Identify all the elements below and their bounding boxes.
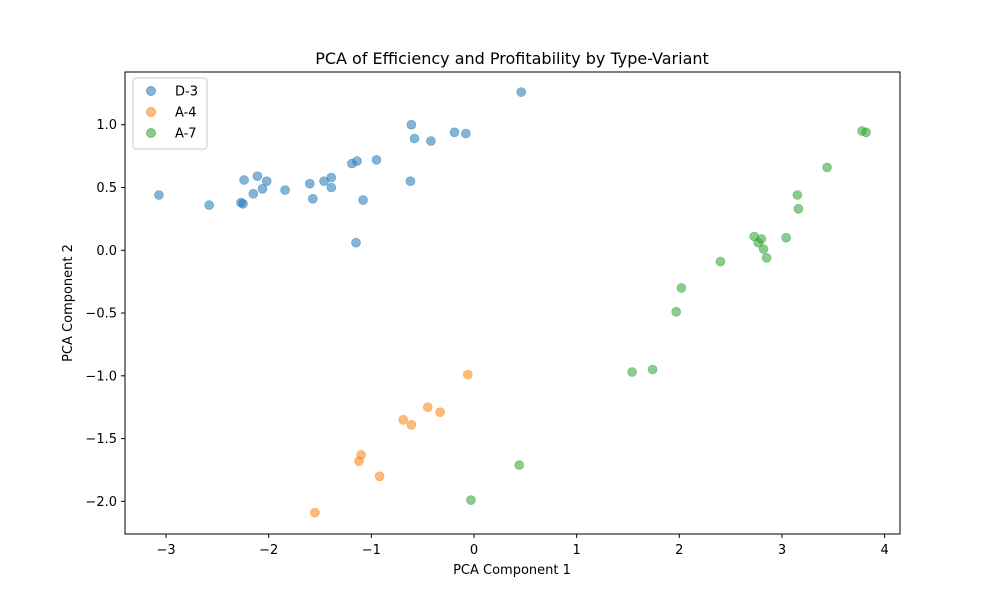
x-axis-label: PCA Component 1 xyxy=(453,563,571,578)
point-D-3-4 xyxy=(239,175,249,185)
plot-frame xyxy=(124,71,901,535)
x-tick-label: 2 xyxy=(675,543,683,558)
point-A-7-10 xyxy=(758,244,769,254)
point-D-3-13 xyxy=(326,172,337,183)
plot-points xyxy=(154,87,871,518)
legend-label-D-3: D-3 xyxy=(175,85,198,100)
point-A-4-4 xyxy=(398,414,409,425)
y-tick-label: −0.5 xyxy=(85,307,117,322)
x-axis: −3 −2 −1 0 1 2 3 4 xyxy=(156,534,889,558)
x-tick-label: 3 xyxy=(778,543,786,558)
y-tick-label: 1.0 xyxy=(96,118,117,133)
point-D-3-17 xyxy=(351,237,361,248)
series-A-4 xyxy=(310,369,473,518)
point-A-4-0 xyxy=(310,507,320,518)
point-A-4-8 xyxy=(462,369,473,380)
y-tick-label: −2.0 xyxy=(85,495,117,510)
point-D-3-26 xyxy=(516,87,527,97)
x-tick-label: 1 xyxy=(573,543,581,558)
y-tick-label: 0.5 xyxy=(96,181,117,196)
point-A-7-13 xyxy=(792,190,803,200)
point-A-4-5 xyxy=(406,419,417,430)
point-D-3-3 xyxy=(238,199,248,209)
point-A-7-11 xyxy=(761,252,772,263)
point-A-7-2 xyxy=(627,367,637,377)
point-D-3-24 xyxy=(449,127,460,138)
x-tick-label: −3 xyxy=(156,543,175,558)
point-A-7-3 xyxy=(647,364,658,375)
y-axis: −2.0 −1.5 −1.0 −0.5 0.0 0.5 1.0 xyxy=(85,118,125,510)
x-tick-label: 4 xyxy=(880,543,888,558)
point-A-4-6 xyxy=(422,402,433,413)
chart-title: PCA of Efficiency and Profitability by T… xyxy=(315,49,709,68)
y-axis-label: PCA Component 2 xyxy=(61,244,76,362)
point-A-7-0 xyxy=(466,495,476,505)
legend-marker-A-7 xyxy=(146,128,156,138)
point-A-7-15 xyxy=(822,162,832,173)
point-A-7-12 xyxy=(781,232,791,243)
y-tick-label: −1.5 xyxy=(85,432,117,447)
point-A-4-7 xyxy=(435,407,445,418)
point-D-3-1 xyxy=(204,200,214,210)
point-A-7-14 xyxy=(793,204,804,214)
point-A-7-5 xyxy=(676,283,687,293)
point-A-7-9 xyxy=(756,234,767,244)
point-A-7-6 xyxy=(715,256,726,267)
point-D-3-22 xyxy=(409,133,420,144)
point-D-3-21 xyxy=(406,119,417,130)
point-D-3-16 xyxy=(352,156,362,166)
series-D-3 xyxy=(154,87,527,248)
x-tick-label: 0 xyxy=(470,543,478,558)
point-D-3-7 xyxy=(257,184,268,194)
legend-marker-D-3 xyxy=(146,86,156,96)
point-D-3-23 xyxy=(426,136,436,146)
legend-marker-A-4 xyxy=(146,107,156,117)
point-A-4-2 xyxy=(356,450,366,460)
legend-label-A-7: A-7 xyxy=(175,127,197,142)
point-A-7-4 xyxy=(671,306,682,317)
x-tick-label: −2 xyxy=(259,543,278,558)
point-D-3-10 xyxy=(304,178,315,189)
point-A-7-1 xyxy=(514,460,525,470)
point-D-3-11 xyxy=(307,194,318,204)
point-D-3-19 xyxy=(371,155,382,165)
point-D-3-18 xyxy=(358,195,368,205)
point-A-7-17 xyxy=(861,127,871,138)
point-D-3-14 xyxy=(326,182,337,193)
series-A-7 xyxy=(466,126,871,505)
legend-label-A-4: A-4 xyxy=(175,106,197,121)
point-D-3-25 xyxy=(460,128,471,139)
point-D-3-5 xyxy=(248,189,259,199)
y-tick-label: 0.0 xyxy=(96,244,117,259)
y-tick-label: −1.0 xyxy=(85,369,117,384)
point-D-3-20 xyxy=(405,176,416,186)
point-D-3-6 xyxy=(252,171,263,181)
x-tick-label: −1 xyxy=(362,543,381,558)
point-D-3-8 xyxy=(261,176,272,186)
point-A-4-3 xyxy=(374,471,385,482)
point-D-3-0 xyxy=(154,190,164,200)
point-D-3-9 xyxy=(280,185,290,195)
legend: D-3 A-4 A-7 xyxy=(132,77,208,150)
